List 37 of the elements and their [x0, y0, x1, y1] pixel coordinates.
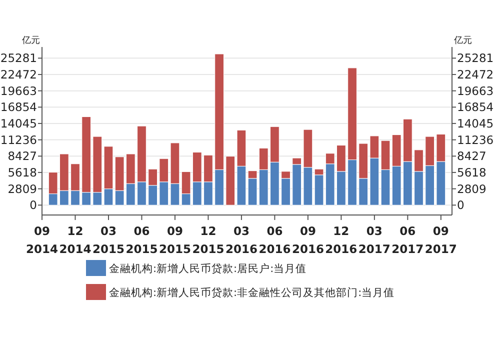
y-tick-label: 19663 — [0, 84, 37, 98]
x-tick-label: 03 2015 — [92, 224, 124, 256]
legend-label: 金融机构:新增人民币贷款:非金融性公司及其他部门:当月值 — [109, 286, 395, 299]
y-tick-label: 11236 — [0, 132, 37, 147]
y2-tick-label: 25281 — [457, 51, 494, 66]
legend-label: 金融机构:新增人民币贷款:居民户:当月值 — [109, 262, 307, 275]
y-tick-label: 5618 — [8, 165, 37, 180]
y2-tick-label: 14045 — [457, 116, 494, 130]
x-tick-label: 09 2017 — [424, 224, 457, 256]
y-tick-label: 2809 — [8, 182, 37, 196]
y-tick-label: 16854 — [0, 100, 37, 114]
x-tick-label: 09 2016 — [292, 224, 324, 256]
x-tick-label: 09 2015 — [158, 224, 191, 256]
y-axis-title: 亿元 — [21, 35, 40, 46]
y2-tick-label: 22472 — [457, 67, 494, 82]
y2-tick-label: 8427 — [457, 149, 486, 164]
y2-tick-label: 11236 — [457, 132, 494, 147]
x-tick-label: 09 2014 — [26, 224, 58, 256]
y-tick-label: 8427 — [8, 149, 37, 164]
y2-axis-title: 亿元 — [453, 35, 472, 46]
x-tick-label: 12 2015 — [192, 224, 224, 256]
x-tick-label: 06 2017 — [392, 224, 424, 256]
y2-tick-label: 19663 — [457, 84, 494, 98]
y-tick-label: 0 — [30, 198, 37, 212]
y2-tick-label: 5618 — [457, 165, 486, 180]
x-tick-label: 06 2015 — [126, 224, 158, 256]
y2-tick-label: 0 — [457, 198, 464, 212]
x-tick-label: 12 2016 — [325, 224, 358, 256]
x-tick-label: 06 2016 — [258, 224, 291, 256]
x-tick-label: 03 2017 — [358, 224, 390, 256]
y-tick-label: 25281 — [0, 51, 37, 66]
y2-tick-label: 2809 — [457, 182, 486, 196]
x-tick-label: 03 2016 — [225, 224, 258, 256]
y2-tick-label: 16854 — [457, 100, 494, 114]
y-tick-label: 22472 — [0, 67, 37, 82]
x-tick-label: 12 2014 — [59, 224, 92, 256]
y-tick-label: 14045 — [0, 116, 37, 130]
